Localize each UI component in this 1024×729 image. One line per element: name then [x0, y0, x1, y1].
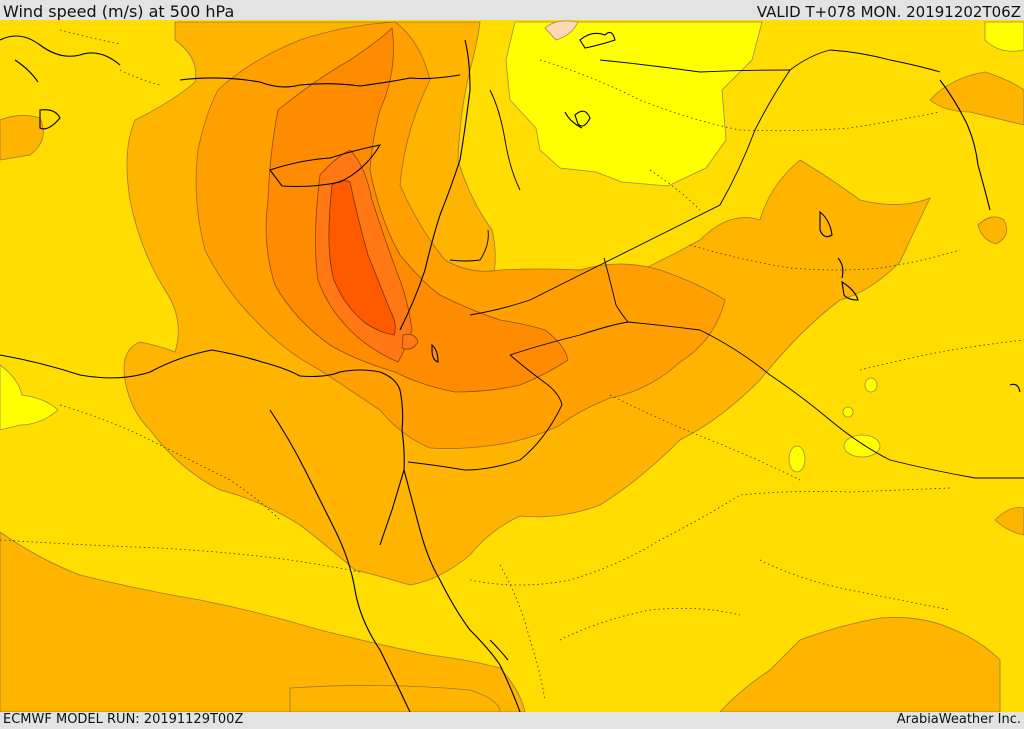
credit-label: ArabiaWeather Inc. [896, 712, 1021, 727]
valid-time: VALID T+078 MON. 20191202T06Z [756, 3, 1021, 21]
band-40 [328, 180, 396, 336]
footer-bar [0, 712, 1024, 729]
wind-speed-map [0, 20, 1024, 712]
map-title: Wind speed (m/s) at 500 hPa [3, 2, 235, 21]
admin-boundaries [0, 29, 1024, 701]
band-10 [0, 21, 1024, 473]
model-run-label: ECMWF MODEL RUN: 20191129T00Z [3, 712, 244, 727]
header-bar [0, 0, 1024, 20]
low-wind-spot [544, 20, 579, 41]
country-borders [407, 49, 1024, 479]
coastlines [0, 31, 1021, 712]
